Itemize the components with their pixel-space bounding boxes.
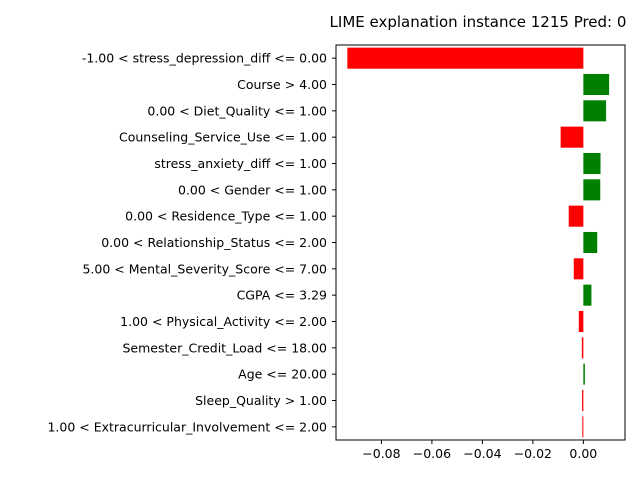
y-tick-label: 5.00 < Mental_Severity_Score <= 7.00 bbox=[82, 261, 327, 276]
bar-6 bbox=[568, 205, 584, 227]
y-tick-labels: -1.00 < stress_depression_diff <= 0.00 Co… bbox=[47, 51, 336, 434]
y-tick-label: -1.00 < stress_depression_diff <= 0.00 bbox=[82, 51, 327, 66]
bar-1 bbox=[583, 73, 610, 96]
bar-0 bbox=[347, 47, 584, 69]
x-tick-label: −0.08 bbox=[362, 446, 400, 461]
bar-7 bbox=[583, 231, 598, 254]
x-tick-label: 0.00 bbox=[569, 446, 597, 461]
chart-title: LIME explanation instance 1215 Pred: 0 bbox=[330, 13, 627, 31]
y-tick-label: stress_anxiety_diff <= 1.00 bbox=[154, 156, 327, 171]
bars-layer bbox=[347, 47, 610, 438]
y-tick-label: 0.00 < Relationship_Status <= 2.00 bbox=[101, 235, 327, 250]
y-tick-label: 1.00 < Extracurricular_Involvement <= 2.… bbox=[47, 419, 327, 434]
x-axis: −0.08 −0.06 −0.04 −0.02 0.00 bbox=[362, 440, 597, 461]
y-tick-label: 0.00 < Residence_Type <= 1.00 bbox=[125, 209, 327, 224]
bar-2 bbox=[583, 100, 607, 122]
y-tick-label: Semester_Credit_Load <= 18.00 bbox=[123, 340, 328, 355]
y-tick-label: CGPA <= 3.29 bbox=[237, 288, 327, 303]
bar-9 bbox=[583, 284, 592, 306]
y-tick-label: Age <= 20.00 bbox=[238, 367, 327, 382]
bar-13 bbox=[582, 389, 584, 412]
bar-5 bbox=[583, 179, 601, 201]
bar-10 bbox=[578, 310, 584, 333]
bar-11 bbox=[581, 337, 584, 359]
bar-12 bbox=[583, 363, 585, 385]
y-tick-label: 0.00 < Diet_Quality <= 1.00 bbox=[147, 103, 327, 118]
bar-8 bbox=[573, 258, 584, 280]
y-tick-label: Course > 4.00 bbox=[237, 77, 327, 92]
bar-14 bbox=[582, 416, 584, 438]
bar-3 bbox=[560, 126, 584, 148]
x-tick-label: −0.04 bbox=[463, 446, 501, 461]
x-tick-label: −0.02 bbox=[514, 446, 552, 461]
bar-4 bbox=[583, 152, 601, 175]
x-tick-label: −0.06 bbox=[413, 446, 451, 461]
y-tick-label: 0.00 < Gender <= 1.00 bbox=[178, 182, 327, 197]
y-tick-label: Counseling_Service_Use <= 1.00 bbox=[119, 130, 327, 145]
y-tick-label: Sleep_Quality > 1.00 bbox=[195, 393, 327, 408]
y-tick-label: 1.00 < Physical_Activity <= 2.00 bbox=[120, 314, 327, 329]
plot-frame bbox=[335, 44, 626, 441]
